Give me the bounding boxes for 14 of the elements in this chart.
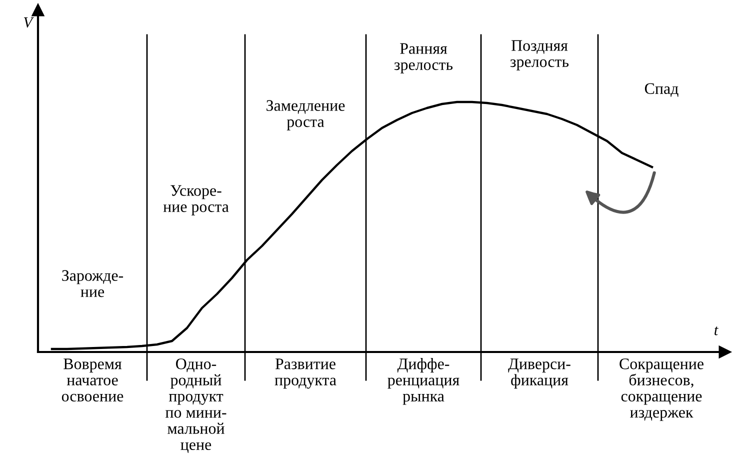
annotation: Зарожде- ние [62, 270, 124, 298]
y-axis-title: V [24, 17, 34, 28]
text: Одно- родный продукт по мини- мальной цене [165, 358, 226, 453]
text: Диффе- ренциация рынка [388, 358, 460, 405]
text: Поздняя зрелость [510, 40, 569, 70]
text: Диверси- фикация [508, 358, 570, 389]
text: Сокращение бизнесов, сокращение издержек [620, 358, 704, 421]
text: Развитие продукта [274, 358, 336, 389]
text: Вовремя начатое освоение [62, 358, 124, 402]
text: Спад [644, 83, 678, 97]
x-axis-title: t [714, 326, 718, 336]
annotation: Ускоре- ние роста [163, 185, 229, 216]
text: Ранняя зрелость [394, 43, 453, 74]
annotation: Замедление роста [266, 100, 345, 130]
